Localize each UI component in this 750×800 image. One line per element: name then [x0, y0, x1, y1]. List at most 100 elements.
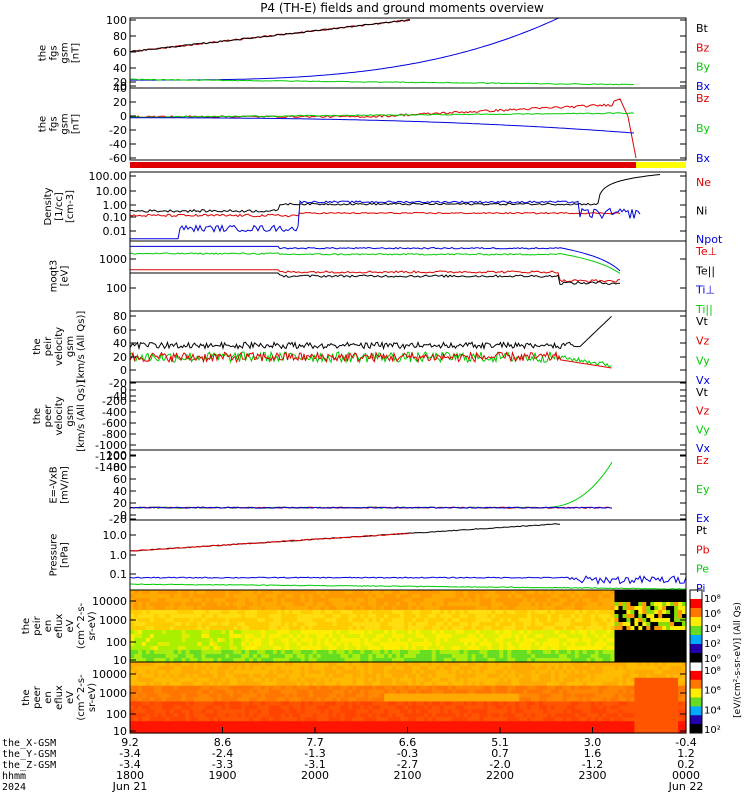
spectrogram-cell [376, 646, 381, 651]
spectrogram-cell [213, 717, 218, 722]
spectrogram-cell [415, 673, 421, 679]
spectrogram-cell [574, 614, 580, 619]
spectrogram-cell [344, 685, 350, 691]
spectrogram-cell [554, 610, 560, 615]
spectrogram-cell [217, 594, 222, 599]
spectrogram-cell [221, 701, 226, 706]
spectrogram-cell [558, 697, 564, 702]
spectrogram-cell [558, 677, 564, 683]
spectrogram-cell [201, 681, 207, 687]
spectrogram-cell [566, 642, 572, 647]
spectrogram-cell [408, 677, 413, 683]
spectrogram-cell [205, 602, 211, 607]
spectrogram-cell [189, 669, 195, 675]
spectrogram-cell [475, 630, 481, 635]
spectrogram-cell [455, 602, 461, 607]
spectrogram-cell [312, 713, 318, 718]
spectrogram-cell [336, 662, 342, 667]
spectrogram-cell [197, 610, 203, 615]
spectrogram-cell [217, 725, 222, 730]
spectrogram-cell [320, 614, 326, 619]
spectrogram-cell [455, 606, 461, 611]
spectrogram-cell [582, 729, 588, 734]
spectrogram-cell [614, 725, 620, 730]
spectrogram-cell [269, 681, 274, 687]
spectrogram-cell [543, 606, 548, 611]
spectrogram-cell [261, 729, 266, 734]
spectrogram-cell [630, 646, 635, 651]
spectrogram-cell [324, 614, 330, 619]
spectrogram-cell [427, 590, 433, 595]
spectrogram-cell [288, 614, 294, 619]
spectrogram-cell [487, 630, 492, 635]
spectrogram-cell [134, 658, 139, 663]
spectrogram-cell [467, 729, 473, 734]
spectrogram-cell [602, 665, 608, 671]
spectrogram-cell [137, 654, 143, 659]
spectrogram-cell [372, 693, 377, 699]
spectrogram-cell [400, 697, 405, 702]
spectrogram-cell [590, 606, 596, 611]
spectrogram-cell [483, 654, 489, 659]
spectrogram-cell [292, 610, 298, 615]
spectrogram-cell [189, 658, 195, 663]
spectrogram-cell [316, 614, 322, 619]
spectrogram-cell [594, 626, 600, 631]
spectrogram-cell [134, 669, 139, 675]
spectrogram-cell [130, 594, 135, 599]
spectrogram-cell [312, 705, 318, 710]
spectrogram-cell [245, 721, 250, 726]
spectrogram-cell [396, 646, 401, 651]
spectrogram-cell [288, 594, 294, 599]
spectrogram-cell [527, 642, 532, 647]
spectrogram-cell [284, 658, 290, 663]
spectrogram-cell [344, 622, 350, 627]
spectrogram-cell [213, 685, 218, 691]
spectrogram-cell [606, 713, 612, 718]
spectrogram-cell [380, 606, 385, 611]
spectrogram-cell [511, 701, 516, 706]
spectrogram-cell [392, 634, 397, 639]
spectrogram-cell [312, 602, 318, 607]
spectrogram-cell [626, 717, 631, 722]
spectrogram-cell [352, 614, 357, 619]
spectrogram-cell [257, 685, 262, 691]
spectrogram-cell [415, 681, 421, 687]
spectrogram-cell [273, 685, 278, 691]
spectrogram-cell [149, 685, 155, 691]
spectrogram-cell [511, 658, 516, 663]
spectrogram-cell [463, 606, 469, 611]
spectrogram-cell [539, 602, 544, 607]
spectrogram-cell [427, 713, 433, 718]
spectrogram-cell [412, 654, 417, 659]
spectrogram-cell [356, 634, 361, 639]
spectrogram-cell [360, 709, 365, 714]
spectrogram-cell [189, 630, 195, 635]
spectrogram-cell [280, 725, 286, 730]
spectrogram-cell [328, 606, 334, 611]
spectrogram-cell [225, 669, 230, 675]
spectrogram-cell [590, 642, 596, 647]
spectrogram-cell [372, 677, 377, 683]
spectrogram-cell [562, 642, 568, 647]
spectrogram-cell [507, 717, 512, 722]
spectrogram-cell [415, 650, 421, 655]
spectrogram-cell [662, 721, 667, 726]
spectrogram-cell [523, 701, 528, 706]
spectrogram-cell [173, 697, 179, 702]
spectrogram-cell [455, 594, 461, 599]
spectrogram-cell [634, 650, 639, 655]
spectrogram-cell [415, 665, 421, 671]
spectrogram-cell [487, 662, 492, 667]
spectrogram-cell [364, 598, 369, 603]
spectrogram-cell [642, 590, 647, 595]
spectrogram-cell [356, 721, 361, 726]
spectrogram-cell [229, 669, 234, 675]
spectrogram-cell [412, 677, 417, 683]
spectrogram-cell [622, 717, 628, 722]
spectrogram-cell [265, 705, 270, 710]
spectrogram-cell [153, 606, 159, 611]
spectrogram-cell [157, 622, 163, 627]
spectrogram-cell [217, 677, 222, 683]
spectrogram-cell [408, 598, 413, 603]
